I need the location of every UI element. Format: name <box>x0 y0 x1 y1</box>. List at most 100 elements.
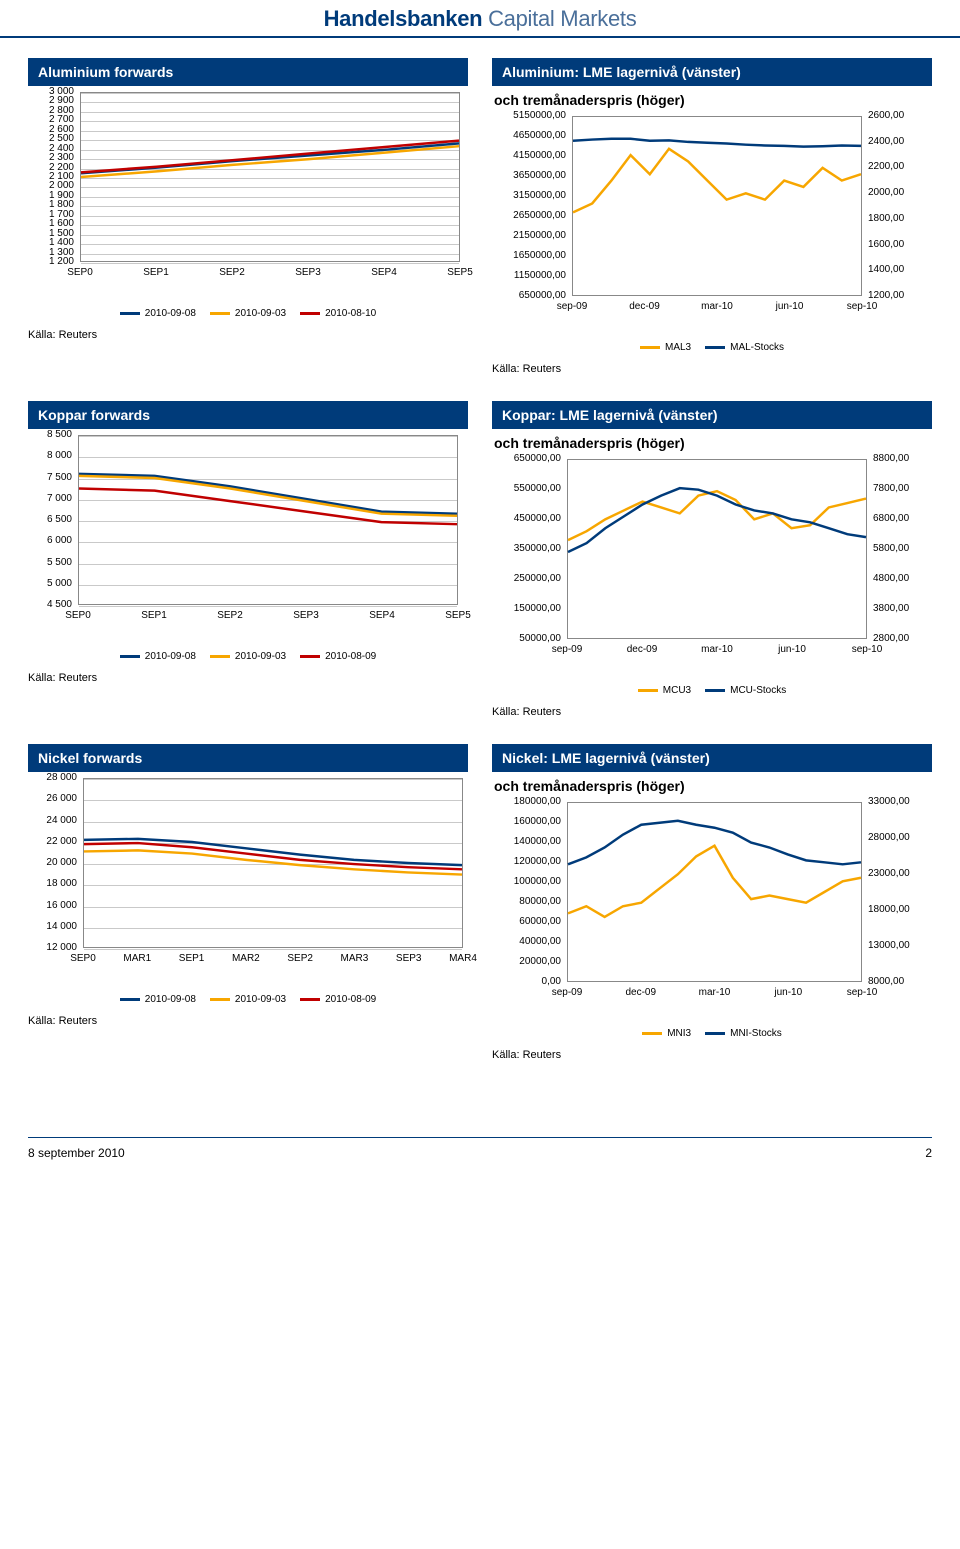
x-tick: SEP4 <box>369 611 395 621</box>
y-tick-left: 3650000,00 <box>492 171 566 181</box>
y-tick: 5 000 <box>28 579 72 589</box>
x-tick: SEP5 <box>447 268 473 278</box>
y-tick-right: 2800,00 <box>873 634 909 644</box>
y-tick-right: 1400,00 <box>868 265 904 275</box>
y-tick-left: 1650000,00 <box>492 251 566 261</box>
legend-label: MAL-Stocks <box>730 342 784 353</box>
legend-swatch <box>705 1032 725 1035</box>
y-tick-left: 550000,00 <box>492 484 561 494</box>
x-tick: sep-10 <box>847 988 878 998</box>
copper-forwards-col: Koppar forwards 8 5008 0007 5007 0006 50… <box>28 401 468 718</box>
nickel-lme-legend: MNI3MNI-Stocks <box>492 1028 932 1039</box>
nickel-forwards-source: Källa: Reuters <box>28 1015 468 1027</box>
y-tick-right: 1600,00 <box>868 240 904 250</box>
y-tick-left: 1150000,00 <box>492 271 566 281</box>
y-tick-left: 80000,00 <box>492 897 561 907</box>
y-tick-left: 180000,00 <box>492 797 561 807</box>
y-tick: 24 000 <box>28 816 77 826</box>
page-footer: 8 september 2010 2 <box>28 1137 932 1180</box>
y-tick-left: 60000,00 <box>492 917 561 927</box>
y-tick-right: 3800,00 <box>873 604 909 614</box>
legend-swatch <box>642 1032 662 1035</box>
aluminium-lme-source: Källa: Reuters <box>492 363 932 375</box>
aluminium-forwards-title: Aluminium forwards <box>28 58 468 86</box>
x-tick: SEP1 <box>179 954 205 964</box>
aluminium-forwards-col: Aluminium forwards 3 0002 9002 8002 7002… <box>28 58 468 375</box>
y-tick-right: 13000,00 <box>868 941 910 951</box>
nickel-lme-title: Nickel: LME lagernivå (vänster) <box>492 744 932 772</box>
y-tick-left: 140000,00 <box>492 837 561 847</box>
footer-date: 8 september 2010 <box>28 1146 125 1160</box>
y-tick: 7 000 <box>28 494 72 504</box>
page-body: Aluminium forwards 3 0002 9002 8002 7002… <box>0 38 960 1097</box>
legend-swatch <box>210 998 230 1001</box>
y-tick-right: 1200,00 <box>868 291 904 301</box>
legend-item: 2010-09-08 <box>120 994 196 1005</box>
x-tick: jun-10 <box>778 645 806 655</box>
y-tick: 8 500 <box>28 430 72 440</box>
copper-lme-col: Koppar: LME lagernivå (vänster) och trem… <box>492 401 932 718</box>
y-tick-right: 2400,00 <box>868 137 904 147</box>
nickel-forwards-title: Nickel forwards <box>28 744 468 772</box>
row-nickel: Nickel forwards 28 00026 00024 00022 000… <box>28 744 932 1061</box>
x-tick: SEP2 <box>217 611 243 621</box>
x-tick: dec-09 <box>629 302 660 312</box>
legend-item: MAL-Stocks <box>705 342 784 353</box>
legend-swatch <box>210 312 230 315</box>
copper-lme-legend: MCU3MCU-Stocks <box>492 685 932 696</box>
y-tick-left: 100000,00 <box>492 877 561 887</box>
x-tick: jun-10 <box>776 302 804 312</box>
x-tick: sep-09 <box>552 988 583 998</box>
legend-label: MAL3 <box>665 342 691 353</box>
legend-item: 2010-09-08 <box>120 651 196 662</box>
y-tick-right: 23000,00 <box>868 869 910 879</box>
legend-item: 2010-09-03 <box>210 651 286 662</box>
y-tick-right: 2600,00 <box>868 111 904 121</box>
legend-item: 2010-08-10 <box>300 308 376 319</box>
y-tick: 6 500 <box>28 515 72 525</box>
copper-lme-chart: 650000,00550000,00450000,00350000,002500… <box>492 459 932 679</box>
aluminium-lme-col: Aluminium: LME lagernivå (vänster) och t… <box>492 58 932 375</box>
brand-light: Capital Markets <box>488 6 636 31</box>
legend-item: 2010-08-09 <box>300 994 376 1005</box>
legend-label: 2010-09-03 <box>235 308 286 319</box>
legend-swatch <box>120 998 140 1001</box>
legend-label: 2010-09-08 <box>145 994 196 1005</box>
y-tick: 22 000 <box>28 837 77 847</box>
y-tick-left: 3150000,00 <box>492 191 566 201</box>
x-tick: sep-10 <box>852 645 883 655</box>
y-tick-left: 160000,00 <box>492 817 561 827</box>
legend-swatch <box>300 655 320 658</box>
legend-swatch <box>120 312 140 315</box>
legend-item: MNI-Stocks <box>705 1028 782 1039</box>
y-tick-right: 7800,00 <box>873 484 909 494</box>
nickel-forwards-col: Nickel forwards 28 00026 00024 00022 000… <box>28 744 468 1061</box>
legend-item: 2010-09-03 <box>210 994 286 1005</box>
y-tick-right: 6800,00 <box>873 514 909 524</box>
y-tick-left: 150000,00 <box>492 604 561 614</box>
y-tick-left: 40000,00 <box>492 937 561 947</box>
aluminium-forwards-legend: 2010-09-082010-09-032010-08-10 <box>28 308 468 319</box>
x-tick: SEP1 <box>143 268 169 278</box>
legend-swatch <box>705 346 725 349</box>
nickel-forwards-legend: 2010-09-08 2010-09-03 2010-08-09 <box>28 994 468 1005</box>
y-tick-right: 33000,00 <box>868 797 910 807</box>
x-tick: SEP1 <box>141 611 167 621</box>
x-tick: MAR2 <box>232 954 260 964</box>
y-tick: 26 000 <box>28 794 77 804</box>
x-tick: mar-10 <box>701 645 733 655</box>
y-tick-left: 20000,00 <box>492 957 561 967</box>
y-tick: 6 000 <box>28 536 72 546</box>
aluminium-lme-chart: 5150000,004650000,004150000,003650000,00… <box>492 116 932 336</box>
x-tick: SEP0 <box>67 268 93 278</box>
row-aluminium: Aluminium forwards 3 0002 9002 8002 7002… <box>28 58 932 375</box>
legend-swatch <box>120 655 140 658</box>
nickel-lme-subtitle: och tremånaderspris (höger) <box>492 778 932 794</box>
y-tick-left: 4150000,00 <box>492 151 566 161</box>
row-copper: Koppar forwards 8 5008 0007 5007 0006 50… <box>28 401 932 718</box>
copper-lme-title: Koppar: LME lagernivå (vänster) <box>492 401 932 429</box>
y-tick: 7 500 <box>28 473 72 483</box>
y-tick: 14 000 <box>28 922 77 932</box>
y-tick-left: 2150000,00 <box>492 231 566 241</box>
y-tick-left: 350000,00 <box>492 544 561 554</box>
